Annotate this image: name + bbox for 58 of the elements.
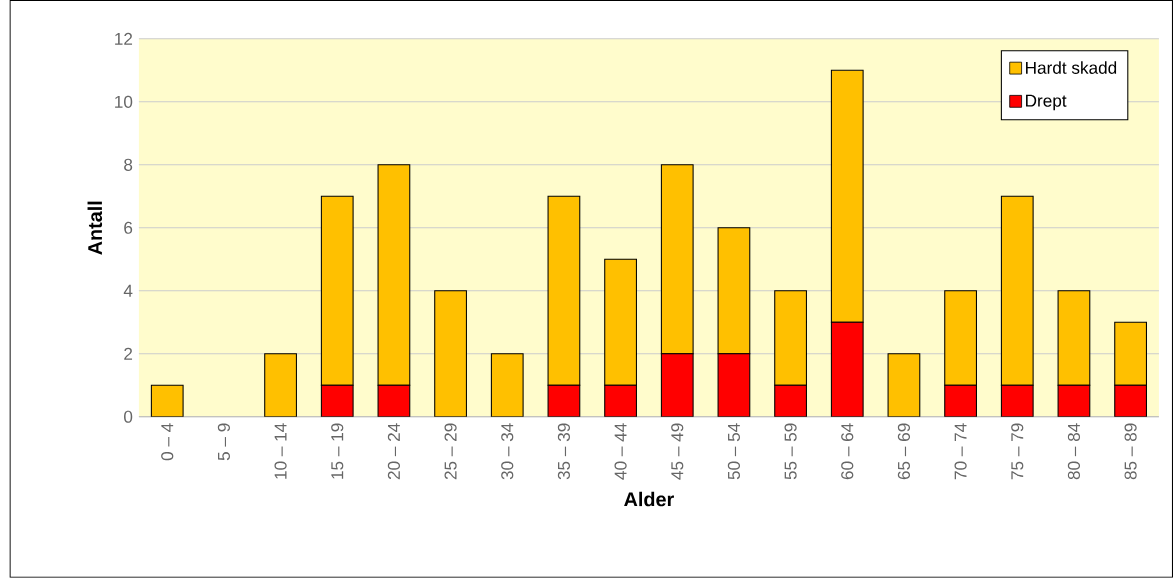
x-tick-label: 65 – 69	[897, 423, 910, 480]
x-tick-label: 5 – 9	[217, 423, 230, 461]
bar	[377, 164, 411, 386]
bar	[1000, 195, 1034, 386]
x-tick-label: 55 – 59	[784, 423, 797, 480]
y-tick-label: 8	[124, 158, 133, 171]
y-tick-label: 0	[124, 410, 133, 423]
legend-label: Drept	[1026, 94, 1067, 111]
x-tick-label: 25 – 29	[444, 423, 457, 480]
x-tick-label: 15 – 19	[331, 423, 344, 479]
x-axis-title: Alder	[624, 491, 674, 507]
bar	[660, 353, 694, 417]
y-tick-label: 2	[124, 347, 133, 360]
bar	[717, 227, 751, 355]
bar	[944, 384, 977, 417]
bar	[150, 384, 184, 417]
x-tick-label: 20 – 24	[387, 423, 400, 480]
x-tick-label: 0 – 4	[161, 423, 174, 461]
y-tick-label: 4	[123, 284, 133, 297]
y-tick-label: 10	[115, 95, 133, 108]
y-tick-label: 6	[124, 221, 133, 234]
bar	[1000, 384, 1034, 417]
bar	[320, 384, 354, 417]
x-tick-label: 50 – 54	[727, 423, 740, 480]
bar	[774, 384, 807, 417]
bar	[547, 384, 581, 417]
x-tick-label: 35 – 39	[557, 423, 570, 480]
bar	[1057, 290, 1091, 386]
x-tick-label: 40 – 44	[614, 423, 627, 480]
bar	[1057, 384, 1091, 417]
bar	[660, 164, 694, 355]
x-tick-label: 60 – 64	[841, 423, 854, 480]
bar	[1114, 321, 1147, 386]
bar	[717, 353, 751, 417]
y-tick-label: 12	[115, 32, 133, 45]
bar	[887, 353, 921, 417]
x-tick-label: 45 – 49	[671, 423, 684, 480]
x-tick-label: 85 – 89	[1124, 423, 1137, 480]
bar	[830, 321, 864, 417]
bar	[490, 353, 524, 417]
x-tick-label: 75 – 79	[1011, 423, 1024, 480]
x-tick-label: 30 – 34	[501, 423, 514, 480]
bar	[830, 69, 864, 323]
bar	[320, 195, 354, 386]
x-tick-label: 70 – 74	[954, 423, 967, 480]
bar	[774, 290, 807, 386]
bar	[604, 384, 637, 417]
bar	[434, 290, 467, 417]
bar	[944, 290, 977, 386]
bar	[547, 195, 581, 386]
bar	[377, 384, 411, 417]
legend-label: Hardt skadd	[1026, 61, 1117, 74]
y-axis-title: Antall	[87, 201, 103, 255]
bar	[1114, 384, 1147, 417]
x-tick-label: 80 – 84	[1067, 423, 1081, 480]
bar	[264, 353, 297, 417]
bar	[604, 258, 637, 386]
x-tick-label: 10 – 14	[274, 423, 287, 479]
